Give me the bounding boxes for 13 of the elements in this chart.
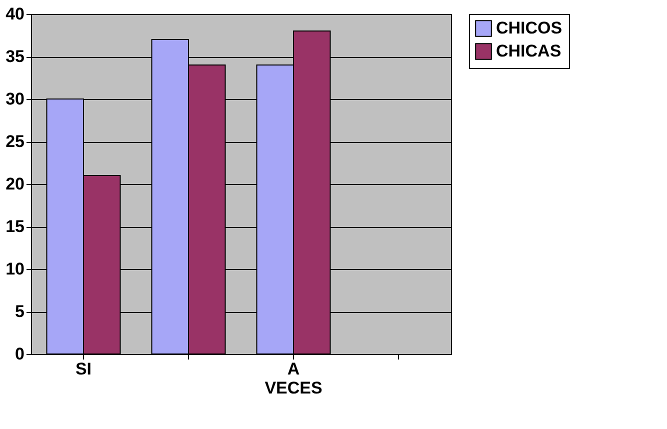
x-tick-label: A VECES — [264, 360, 322, 398]
y-tick-label: 25 — [6, 132, 24, 151]
legend-label: CHICOS — [496, 18, 562, 38]
y-tick-label: 15 — [6, 217, 24, 236]
y-tick-label: 0 — [15, 344, 24, 364]
x-tick-label: SI — [75, 360, 92, 378]
y-tick-label: 20 — [6, 174, 24, 194]
y-tick-label: 35 — [6, 47, 24, 66]
y-tick-label: 5 — [15, 302, 24, 321]
y-tick-label: 40 — [6, 4, 24, 24]
legend-label: CHICAS — [496, 42, 562, 60]
y-tick-label: 10 — [6, 260, 24, 278]
y-tick-label: 30 — [6, 90, 24, 108]
